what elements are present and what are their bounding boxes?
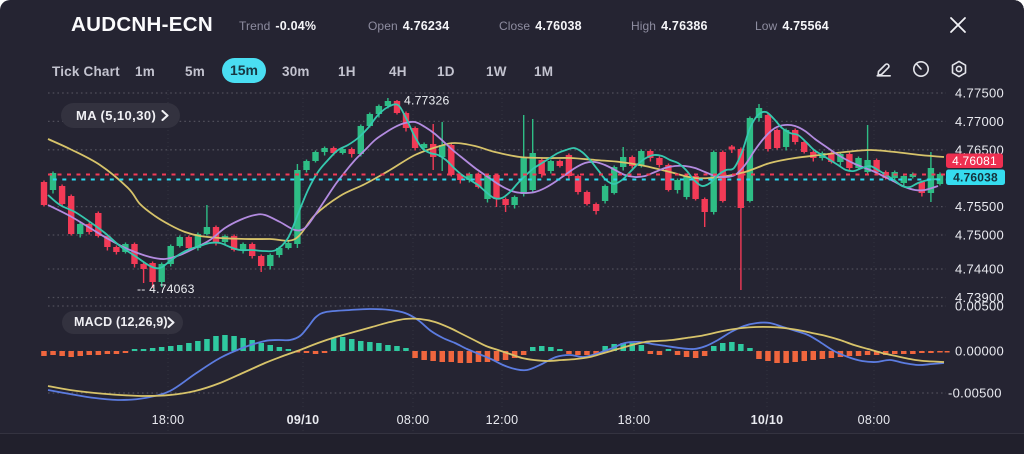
svg-text:4.76081: 4.76081 [952, 154, 997, 168]
svg-text:08:00: 08:00 [858, 413, 891, 427]
svg-text:0.00000: 0.00000 [955, 344, 1004, 359]
svg-text:12:00: 12:00 [486, 413, 519, 427]
svg-text:18:00: 18:00 [618, 413, 651, 427]
svg-text:-- 4.74063: -- 4.74063 [137, 282, 195, 296]
svg-text:08:00: 08:00 [397, 413, 430, 427]
svg-text:10/10: 10/10 [751, 413, 784, 427]
svg-text:-0.00500: -0.00500 [948, 386, 1002, 401]
svg-text:4.77500: 4.77500 [955, 86, 1004, 101]
svg-text:4.74400: 4.74400 [955, 262, 1004, 277]
svg-text:4.75000: 4.75000 [955, 228, 1004, 243]
svg-text:4.73900: 4.73900 [955, 290, 1004, 305]
svg-text:09/10: 09/10 [287, 413, 320, 427]
svg-text:4.76038: 4.76038 [953, 171, 998, 185]
svg-text:4.75500: 4.75500 [955, 199, 1004, 214]
svg-text:4.77326: 4.77326 [404, 94, 449, 108]
svg-text:4.77000: 4.77000 [955, 114, 1004, 129]
svg-text:0.00500: 0.00500 [955, 299, 1004, 314]
svg-text:18:00: 18:00 [152, 413, 185, 427]
